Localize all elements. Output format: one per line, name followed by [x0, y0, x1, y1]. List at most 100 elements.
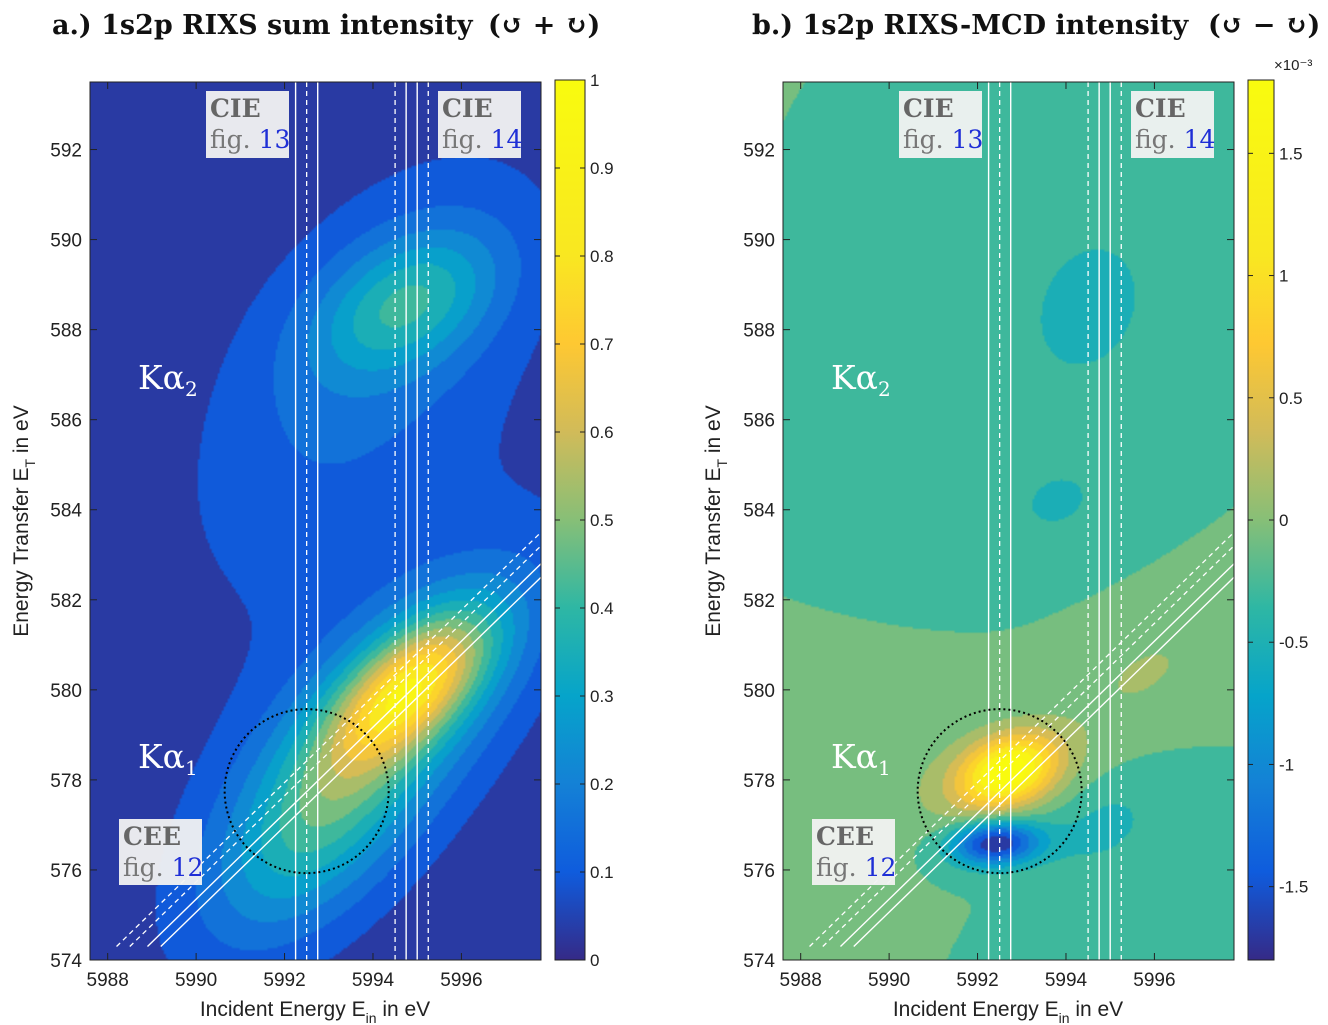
- x-tick-label: 5990: [868, 970, 910, 991]
- colorbar-tick-label: 1: [590, 71, 599, 90]
- ka1-label-sub: 1: [185, 756, 198, 780]
- y-tick-label: 586: [50, 411, 82, 432]
- cee-line-1: [853, 576, 1234, 947]
- y-tick-label: 592: [743, 141, 775, 162]
- y-tick-label: 582: [50, 591, 82, 612]
- y-tick-label: 580: [743, 681, 775, 702]
- cie-box-left-fig: fig. 13: [903, 125, 983, 154]
- cee-box-bg: [119, 819, 202, 885]
- colorbar-tick-label: 0: [590, 951, 599, 970]
- y-tick-label: 582: [743, 591, 775, 612]
- panel-b-ticks: 5988 5990 5992 5994 5996 574 576 578 580 582 584 58…: [743, 82, 1234, 991]
- panel-a-ticks: 5988 5990 5992 5994 5996 574 576 578 580 582 584 58…: [50, 82, 541, 991]
- colorbar-tick-label: 0.5: [590, 511, 614, 530]
- y-tick-label: 590: [50, 231, 82, 252]
- cee-dashed-line-1: [822, 545, 1234, 947]
- panel-a-title-symbols: (↺ + ↻): [488, 10, 600, 41]
- ka2-label-sub: 2: [185, 377, 198, 401]
- x-tick-label: 5992: [263, 970, 305, 991]
- x-tick-label: 5996: [1133, 970, 1175, 991]
- panel-b-colorbar-multiplier: ×10⁻³: [1274, 57, 1312, 74]
- colorbar-tick-label: 0.3: [590, 687, 614, 706]
- y-tick-label: 592: [50, 141, 82, 162]
- cee-box-head: CEE: [816, 822, 874, 851]
- x-tick-label: 5994: [1045, 970, 1088, 991]
- panel-b-colorbar-ticks: -1.5 -1 -0.5 0 0.5 1 1.5: [1248, 144, 1308, 897]
- cie-box-left-bg: [206, 91, 289, 158]
- ka2-label-sub: 2: [878, 377, 891, 401]
- cie-box-left-fig: fig. 13: [210, 125, 290, 154]
- panel-a-overlays: [116, 82, 541, 960]
- x-tick-label: 5990: [175, 970, 217, 991]
- colorbar-tick-label: -0.5: [1279, 633, 1308, 652]
- cee-box-fig: fig. 12: [816, 853, 896, 882]
- colorbar-tick-label: 1: [1279, 267, 1288, 286]
- y-tick-label: 586: [743, 411, 775, 432]
- y-tick-label: 576: [50, 861, 82, 882]
- colorbar-tick-label: -1: [1279, 755, 1294, 774]
- colorbar-tick-label: 0: [1279, 511, 1288, 530]
- cie-box-left-bg: [899, 91, 982, 158]
- y-tick-label: 588: [50, 321, 82, 342]
- panel-b-overlays: [809, 82, 1234, 960]
- cee-box-num: 12: [865, 853, 897, 882]
- cie-box-left-head: CIE: [210, 94, 261, 123]
- cee-dashed-line-1: [129, 545, 541, 947]
- cee-box-head: CEE: [123, 822, 181, 851]
- panel-b-title: b.) 1s2p RIXS-MCD intensity: [752, 10, 1190, 41]
- panel-b-ylabel: Energy Transfer ET in eV: [702, 405, 730, 637]
- panel-b: b.) 1s2p RIXS-MCD intensity (↺ − ↻) 5988…: [702, 10, 1320, 1025]
- cee-line-1: [160, 576, 541, 947]
- cie-box-right-head: CIE: [1135, 94, 1186, 123]
- panel-a-ylabel: Energy Transfer ET in eV: [10, 405, 38, 637]
- cie-box-right-head: CIE: [442, 94, 493, 123]
- cee-box-num: 12: [172, 853, 204, 882]
- y-tick-label: 574: [743, 951, 775, 972]
- colorbar-tick-label: 0.5: [1279, 389, 1303, 408]
- colorbar-tick-label: 0.4: [590, 599, 614, 618]
- x-tick-label: 5988: [87, 970, 129, 991]
- cee-line-0: [839, 563, 1234, 947]
- cie-box-right-num: 14: [1184, 125, 1216, 154]
- cie-box-right-fig: fig. 14: [1135, 125, 1215, 154]
- y-tick-label: 584: [50, 501, 82, 522]
- x-tick-label: 5992: [956, 970, 998, 991]
- y-tick-label: 574: [50, 951, 82, 972]
- cee-box-bg: [812, 819, 895, 885]
- cie-box-right-bg: [438, 91, 521, 158]
- x-tick-label: 5988: [780, 970, 822, 991]
- resonance-circle: [223, 708, 390, 875]
- colorbar-tick-label: 0.8: [590, 247, 614, 266]
- x-tick-label: 5994: [352, 970, 395, 991]
- panel-b-xlabel: Incident Energy Ein in eV: [893, 998, 1123, 1025]
- cie-box-right-num: 14: [491, 125, 523, 154]
- panel-a-title: a.) 1s2p RIXS sum intensity: [52, 10, 474, 41]
- colorbar-tick-label: -1.5: [1279, 878, 1308, 897]
- panel-b-axes-frame: [782, 81, 1235, 961]
- panel-a-heatmap: [90, 82, 541, 960]
- cee-line-0: [146, 563, 541, 947]
- cee-box-fig: fig. 12: [123, 853, 203, 882]
- colorbar-tick-label: 0.9: [590, 159, 614, 178]
- panel-b-title-symbols: (↺ − ↻): [1208, 10, 1320, 41]
- colorbar-tick-label: 0.7: [590, 335, 614, 354]
- y-tick-label: 590: [743, 231, 775, 252]
- panel-a-axes-frame: [89, 81, 542, 961]
- panel-a: a.) 1s2p RIXS sum intensity (↺ + ↻) 5988…: [10, 10, 614, 1025]
- y-tick-label: 576: [743, 861, 775, 882]
- cie-box-right-fig: fig. 14: [442, 125, 522, 154]
- y-tick-label: 578: [50, 771, 82, 792]
- ka1-label-sub: 1: [878, 756, 891, 780]
- panel-a-colorbar-ticks: 0 0.1 0.2 0.3 0.4 0.5 0.6 0.7 0.8 0.9 1: [555, 71, 614, 970]
- cie-box-left-num: 13: [259, 125, 291, 154]
- y-tick-label: 580: [50, 681, 82, 702]
- colorbar-tick-label: 0.1: [590, 863, 614, 882]
- y-tick-label: 578: [743, 771, 775, 792]
